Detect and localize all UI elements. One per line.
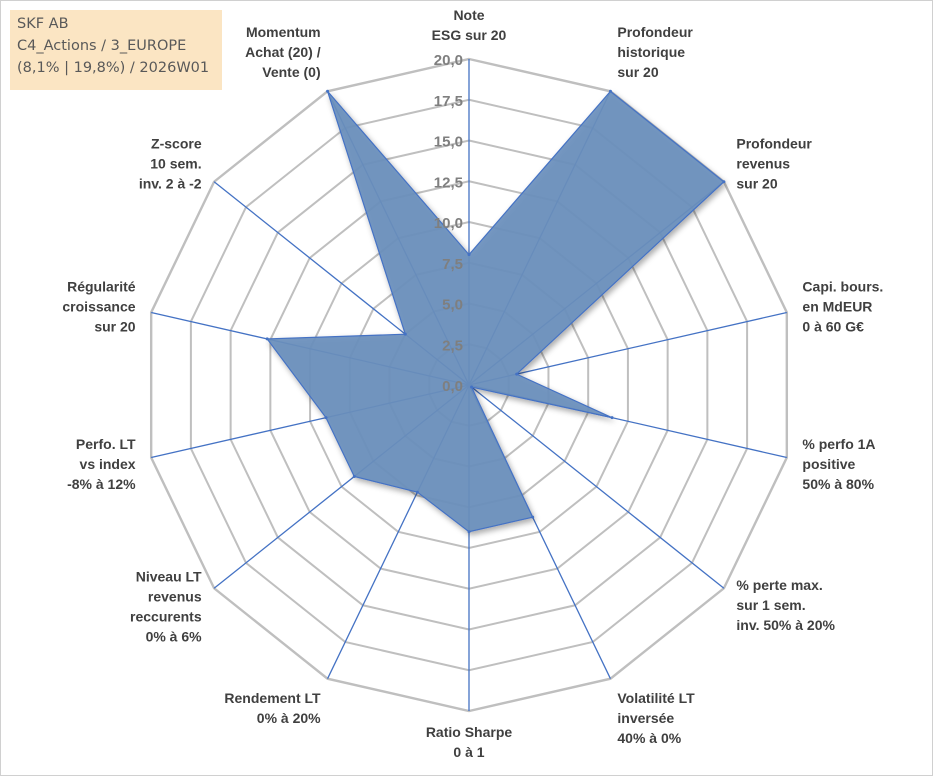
axis-label-7-line-1: 0 à 1 bbox=[453, 744, 484, 760]
tick-label-8: 20,0 bbox=[434, 52, 463, 69]
axis-label-3-line-0: Capi. bours. bbox=[802, 279, 883, 295]
data-point-9 bbox=[352, 474, 356, 478]
data-point-4 bbox=[610, 416, 614, 420]
axis-label-6-line-2: 40% à 0% bbox=[617, 730, 681, 746]
tick-label-1: 2,5 bbox=[442, 337, 463, 354]
axis-label-8-line-1: 0% à 20% bbox=[257, 710, 321, 726]
radar-series bbox=[265, 89, 726, 534]
axis-label-10-line-0: Perfo. LT bbox=[76, 436, 136, 452]
security-info-box: SKF AB C4_Actions / 3_EUROPE (8,1% | 19,… bbox=[10, 10, 222, 90]
data-point-11 bbox=[265, 337, 269, 341]
security-name: SKF AB bbox=[17, 16, 69, 32]
axis-label-12-line-1: 10 sem. bbox=[150, 155, 201, 171]
axis-label-0-line-1: ESG sur 20 bbox=[432, 27, 507, 43]
portfolio-category: C4_Actions / 3_EUROPE bbox=[17, 38, 187, 54]
axis-label-11-line-2: sur 20 bbox=[94, 319, 135, 335]
data-point-2 bbox=[722, 180, 726, 184]
axis-label-3-line-2: 0 à 60 G€ bbox=[802, 319, 864, 335]
data-point-6 bbox=[531, 515, 535, 519]
axis-label-1-line-0: Profondeur bbox=[617, 24, 693, 40]
performance-week: (8,1% | 19,8%) / 2026W01 bbox=[17, 60, 210, 76]
spoke-5 bbox=[468, 384, 725, 589]
data-point-13 bbox=[326, 89, 330, 93]
tick-label-5: 12,5 bbox=[434, 174, 463, 191]
axis-labels: Note ESG sur 20 Profondeur historique sur 20… bbox=[62, 7, 883, 760]
axis-label-4-line-0: % perfo 1A bbox=[802, 436, 875, 452]
axis-label-5-line-0: % perte max. bbox=[736, 577, 822, 593]
axis-label-1-line-2: sur 20 bbox=[617, 64, 658, 80]
axis-label-3-line-1: en MdEUR bbox=[802, 299, 872, 315]
axis-label-13-line-1: Achat (20) / bbox=[245, 44, 321, 60]
axis-label-1-line-1: historique bbox=[617, 44, 685, 60]
series-area bbox=[266, 90, 725, 533]
data-point-0 bbox=[467, 253, 471, 257]
data-point-3 bbox=[515, 372, 519, 376]
axis-label-10-line-2: -8% à 12% bbox=[67, 476, 136, 492]
data-point-7 bbox=[467, 530, 471, 534]
axis-label-5-line-1: sur 1 sem. bbox=[736, 597, 805, 613]
axis-label-2-line-1: revenus bbox=[736, 155, 790, 171]
axis-label-11-line-1: croissance bbox=[62, 299, 135, 315]
axis-label-5-line-2: inv. 50% à 20% bbox=[736, 617, 835, 633]
axis-label-0-line-0: Note bbox=[453, 7, 484, 23]
axis-label-12-line-0: Z-score bbox=[151, 135, 202, 151]
spoke-3 bbox=[468, 311, 787, 386]
axis-label-6-line-0: Volatilité LT bbox=[617, 690, 695, 706]
axis-label-13-line-2: Vente (0) bbox=[262, 64, 320, 80]
axis-label-9-line-3: 0% à 6% bbox=[146, 629, 203, 645]
tick-label-0: 0,0 bbox=[442, 378, 463, 395]
radial-tick-labels: 0,0 2,5 5,0 7,5 10,0 12,5 15,0 17,5 20,0 bbox=[434, 52, 463, 395]
axis-label-4-line-2: 50% à 80% bbox=[802, 476, 874, 492]
axis-label-2-line-0: Profondeur bbox=[736, 135, 812, 151]
data-point-10 bbox=[324, 416, 328, 420]
axis-label-6-line-1: inversée bbox=[617, 710, 674, 726]
axis-label-2-line-2: sur 20 bbox=[736, 175, 777, 191]
axis-label-9-line-0: Niveau LT bbox=[136, 569, 202, 585]
tick-label-4: 10,0 bbox=[434, 215, 463, 232]
axis-label-10-line-1: vs index bbox=[80, 456, 136, 472]
axis-label-12-line-2: inv. 2 à -2 bbox=[139, 175, 202, 191]
tick-label-2: 5,0 bbox=[442, 297, 463, 314]
tick-label-6: 15,0 bbox=[434, 134, 463, 151]
axis-label-13-line-0: Momentum bbox=[246, 24, 321, 40]
axis-label-7-line-0: Ratio Sharpe bbox=[426, 724, 513, 740]
data-point-12 bbox=[403, 332, 407, 336]
axis-label-9-line-2: reccurents bbox=[130, 609, 202, 625]
data-point-5 bbox=[470, 385, 474, 389]
axis-label-4-line-1: positive bbox=[802, 456, 855, 472]
data-point-1 bbox=[608, 89, 612, 93]
axis-label-9-line-1: revenus bbox=[148, 589, 202, 605]
data-point-8 bbox=[415, 490, 419, 494]
tick-label-7: 17,5 bbox=[434, 93, 463, 110]
axis-label-11-line-0: Régularité bbox=[67, 279, 136, 295]
axis-label-8-line-0: Rendement LT bbox=[224, 690, 321, 706]
tick-label-3: 7,5 bbox=[442, 256, 463, 273]
